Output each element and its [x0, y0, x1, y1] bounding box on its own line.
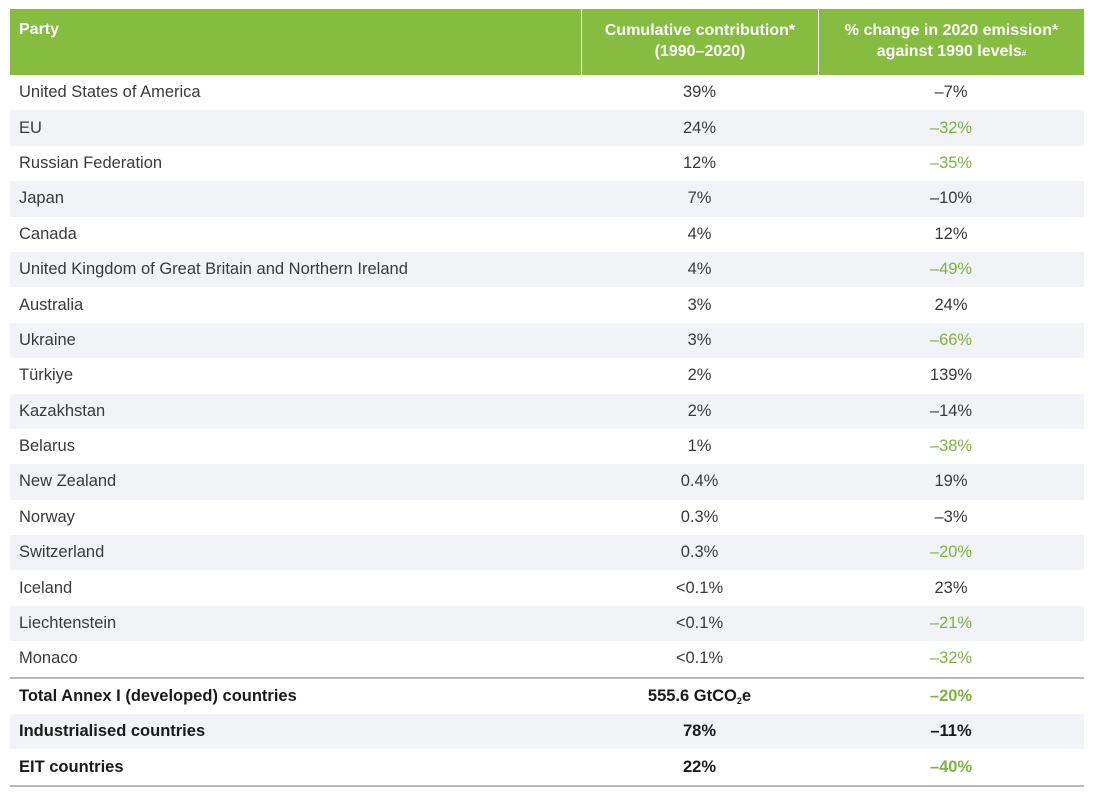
cumulative-cell: 12% [682, 153, 717, 172]
change-cell: –32% [929, 649, 973, 668]
industrialised-label: Industrialised countries [19, 722, 206, 741]
table-row: EU 24% –32% [10, 110, 1084, 146]
table-header: Party Cumulative contribution* (1990–202… [10, 9, 1084, 75]
cumulative-cell: 0.3% [680, 507, 719, 526]
summary-row-eit: EIT countries 22% –40% [10, 749, 1084, 784]
change-cell: –10% [929, 189, 973, 208]
header-change-mark: # [1021, 49, 1027, 58]
change-cell: 24% [934, 295, 968, 314]
cumulative-cell: <0.1% [675, 649, 724, 668]
change-cell: –66% [929, 330, 973, 349]
table-summary: Total Annex I (developed) countries 555.… [10, 676, 1084, 785]
table-row: Russian Federation 12% –35% [10, 146, 1084, 181]
table-row: Monaco <0.1% –32% [10, 641, 1084, 676]
eit-label: EIT countries [19, 757, 124, 776]
total-value-prefix: 555.6 GtCO [647, 686, 737, 705]
table-row: Liechtenstein <0.1% –21% [10, 605, 1084, 642]
change-cell: –38% [929, 437, 973, 456]
table-row: United Kingdom of Great Britain and Nort… [10, 251, 1084, 288]
industrialised-change: –11% [930, 722, 972, 741]
change-cell: 12% [934, 224, 968, 243]
change-cell: 139% [929, 366, 973, 385]
cumulative-cell: 3% [687, 295, 712, 314]
total-change: –20% [929, 686, 973, 705]
table-row: Switzerland 0.3% –20% [10, 535, 1084, 571]
party-cell: Iceland [19, 578, 73, 597]
table-row: Belarus 1% –38% [10, 429, 1084, 464]
cumulative-cell: <0.1% [675, 614, 724, 633]
change-cell: –21% [929, 614, 973, 633]
table-row: Australia 3% 24% [10, 287, 1084, 322]
header-party: Party [19, 21, 60, 38]
change-cell: –35% [929, 153, 973, 172]
header-cumulative: Cumulative contribution* (1990–2020) [581, 9, 818, 75]
header-change-line2-wrap: against 1990 levels# [819, 41, 1084, 62]
eit-value: 22% [682, 757, 717, 776]
party-cell: Belarus [19, 437, 75, 456]
cumulative-cell: 0.4% [680, 472, 719, 491]
total-value-suffix: e [741, 686, 752, 705]
party-cell: Canada [19, 224, 77, 243]
table-row: Ukraine 3% –66% [10, 322, 1084, 359]
header-cumulative-line2: (1990–2020) [654, 43, 746, 60]
header-change-line2: against 1990 levels [876, 43, 1022, 60]
change-cell: 19% [934, 472, 968, 491]
party-cell: Liechtenstein [19, 614, 117, 633]
cumulative-cell: 0.3% [680, 543, 719, 562]
party-cell: EU [19, 118, 42, 137]
change-cell: –7% [934, 83, 968, 102]
party-cell: Türkiye [19, 366, 74, 385]
change-cell: –20% [929, 543, 973, 562]
party-cell: New Zealand [19, 472, 117, 491]
party-cell: Switzerland [19, 543, 105, 562]
change-cell: –3% [934, 507, 968, 526]
table-row: Türkiye 2% 139% [10, 358, 1084, 393]
table-row: United States of America 39% –7% [10, 75, 1084, 110]
header-cumulative-line1: Cumulative contribution* [604, 22, 796, 39]
party-cell: United States of America [19, 83, 201, 102]
party-cell: Australia [19, 295, 84, 314]
bottom-rule [10, 784, 1084, 787]
header-change: % change in 2020 emission* against 1990 … [818, 9, 1084, 75]
party-cell: Kazakhstan [19, 401, 106, 420]
total-value-sub: 2 [736, 695, 742, 706]
cumulative-cell: 2% [687, 401, 712, 420]
change-cell: –32% [929, 118, 973, 137]
cumulative-cell: 7% [687, 189, 712, 208]
change-cell: 23% [934, 578, 968, 597]
cumulative-cell: 3% [687, 330, 712, 349]
summary-row-industrialised: Industrialised countries 78% –11% [10, 714, 1084, 750]
industrialised-value: 78% [682, 722, 717, 741]
party-cell: United Kingdom of Great Britain and Nort… [19, 260, 408, 279]
table-row: Iceland <0.1% 23% [10, 570, 1084, 605]
table-row: Canada 4% 12% [10, 217, 1084, 252]
header-change-line1: % change in 2020 emission* [844, 22, 1059, 39]
cumulative-cell: 2% [687, 366, 712, 385]
party-cell: Norway [19, 507, 75, 526]
party-cell: Japan [19, 189, 64, 208]
cumulative-cell: 4% [687, 224, 712, 243]
table-row: New Zealand 0.4% 19% [10, 464, 1084, 500]
party-cell: Monaco [19, 649, 78, 668]
cumulative-cell: 4% [687, 260, 712, 279]
table-body: United States of America 39% –7% EU 24% –32% R… [10, 75, 1084, 677]
emissions-table: Party Cumulative contribution* (1990–202… [10, 9, 1084, 787]
party-cell: Ukraine [19, 330, 76, 349]
cumulative-cell: <0.1% [675, 578, 724, 597]
eit-change: –40% [929, 757, 973, 776]
cumulative-cell: 24% [682, 118, 717, 137]
cumulative-cell: 1% [687, 437, 712, 456]
total-value: 555.6 GtCO2e [581, 687, 818, 706]
table-row: Kazakhstan 2% –14% [10, 393, 1084, 429]
change-cell: –49% [929, 260, 973, 279]
party-cell: Russian Federation [19, 153, 163, 172]
table-row: Norway 0.3% –3% [10, 500, 1084, 535]
table-row: Japan 7% –10% [10, 181, 1084, 217]
change-cell: –14% [929, 401, 973, 420]
cumulative-cell: 39% [682, 83, 717, 102]
summary-row-total: Total Annex I (developed) countries 555.… [10, 679, 1084, 714]
total-label: Total Annex I (developed) countries [19, 686, 297, 705]
